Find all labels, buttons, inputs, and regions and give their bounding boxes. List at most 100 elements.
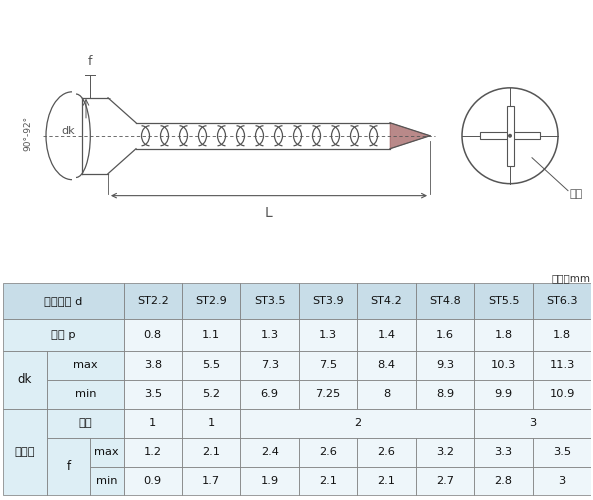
Text: 1.7: 1.7	[202, 476, 221, 486]
Bar	[3, 319, 123, 350]
Text: ST3.5: ST3.5	[254, 296, 285, 306]
Text: 3.5: 3.5	[144, 389, 162, 399]
Text: 0.8: 0.8	[144, 330, 162, 340]
Text: 10.3: 10.3	[491, 360, 517, 370]
Text: 槽号: 槽号	[570, 188, 584, 198]
Text: 槽号: 槽号	[78, 418, 92, 428]
Text: 0.9: 0.9	[144, 476, 162, 486]
Text: 2.6: 2.6	[378, 447, 396, 457]
Bar	[533, 380, 591, 408]
Bar	[299, 380, 358, 408]
Bar	[123, 438, 182, 466]
Text: 3.5: 3.5	[553, 447, 571, 457]
Text: 3.2: 3.2	[436, 447, 454, 457]
Bar	[182, 319, 241, 350]
Text: 2.8: 2.8	[495, 476, 512, 486]
Text: 2.6: 2.6	[319, 447, 337, 457]
Bar	[241, 350, 299, 380]
Text: f: f	[88, 55, 93, 68]
Bar	[123, 380, 182, 408]
Text: max: max	[94, 447, 119, 457]
Bar	[241, 438, 299, 466]
Text: 8.4: 8.4	[378, 360, 396, 370]
Text: 1.9: 1.9	[261, 476, 279, 486]
Bar	[533, 350, 591, 380]
Text: 9.9: 9.9	[495, 389, 512, 399]
Bar	[358, 380, 416, 408]
Bar	[47, 408, 123, 438]
Text: 十字槽: 十字槽	[15, 447, 36, 457]
Bar	[182, 466, 241, 496]
Text: 7.5: 7.5	[319, 360, 337, 370]
Bar	[474, 466, 533, 496]
Bar	[358, 438, 416, 466]
Bar	[474, 282, 533, 319]
Text: ST4.8: ST4.8	[429, 296, 461, 306]
Bar	[241, 466, 299, 496]
Bar	[90, 466, 123, 496]
Text: 1.6: 1.6	[436, 330, 454, 340]
Bar	[182, 438, 241, 466]
Bar	[3, 350, 47, 408]
Text: 3: 3	[529, 418, 537, 428]
Bar	[358, 466, 416, 496]
Bar	[416, 466, 474, 496]
Bar	[416, 350, 474, 380]
Text: 2.1: 2.1	[319, 476, 337, 486]
Bar	[182, 380, 241, 408]
Bar	[241, 282, 299, 319]
Bar	[533, 319, 591, 350]
Bar	[241, 408, 474, 438]
Text: 5.2: 5.2	[202, 389, 220, 399]
Bar	[299, 319, 358, 350]
Bar	[182, 282, 241, 319]
Bar	[474, 408, 591, 438]
Text: 6.9: 6.9	[261, 389, 279, 399]
Bar	[47, 380, 123, 408]
Bar	[533, 438, 591, 466]
Text: 1.1: 1.1	[202, 330, 221, 340]
Bar	[299, 466, 358, 496]
Bar	[474, 350, 533, 380]
Bar	[241, 380, 299, 408]
Text: 1.8: 1.8	[553, 330, 571, 340]
Text: ST6.3: ST6.3	[546, 296, 578, 306]
Text: 3: 3	[559, 476, 566, 486]
Text: 2: 2	[354, 418, 361, 428]
Bar	[47, 438, 90, 496]
Text: 9.3: 9.3	[436, 360, 454, 370]
Bar	[3, 408, 47, 496]
Text: ST2.9: ST2.9	[195, 296, 227, 306]
Circle shape	[508, 134, 512, 138]
Text: 7.3: 7.3	[261, 360, 279, 370]
Text: 8: 8	[383, 389, 390, 399]
Text: 8.9: 8.9	[436, 389, 454, 399]
Bar	[123, 319, 182, 350]
Text: 1.3: 1.3	[261, 330, 279, 340]
Text: 公称直径 d: 公称直径 d	[44, 296, 82, 306]
Text: ST5.5: ST5.5	[488, 296, 519, 306]
FancyBboxPatch shape	[506, 106, 514, 166]
Bar	[3, 282, 123, 319]
Text: 5.5: 5.5	[202, 360, 221, 370]
FancyBboxPatch shape	[480, 132, 540, 139]
Bar	[416, 282, 474, 319]
Bar	[123, 350, 182, 380]
Text: 7.25: 7.25	[315, 389, 341, 399]
Bar	[416, 380, 474, 408]
Text: L: L	[265, 206, 273, 220]
Text: 2.1: 2.1	[202, 447, 220, 457]
Polygon shape	[390, 123, 430, 148]
Text: 2.7: 2.7	[436, 476, 454, 486]
Text: dk: dk	[61, 126, 75, 136]
Bar	[299, 438, 358, 466]
Text: ST4.2: ST4.2	[371, 296, 403, 306]
Text: 2.1: 2.1	[378, 476, 396, 486]
Bar	[241, 319, 299, 350]
Text: 螺距 p: 螺距 p	[51, 330, 75, 340]
Text: 单位：mm: 单位：mm	[551, 274, 590, 283]
Bar	[182, 408, 241, 438]
Bar	[299, 350, 358, 380]
Bar	[123, 282, 182, 319]
Bar	[416, 319, 474, 350]
